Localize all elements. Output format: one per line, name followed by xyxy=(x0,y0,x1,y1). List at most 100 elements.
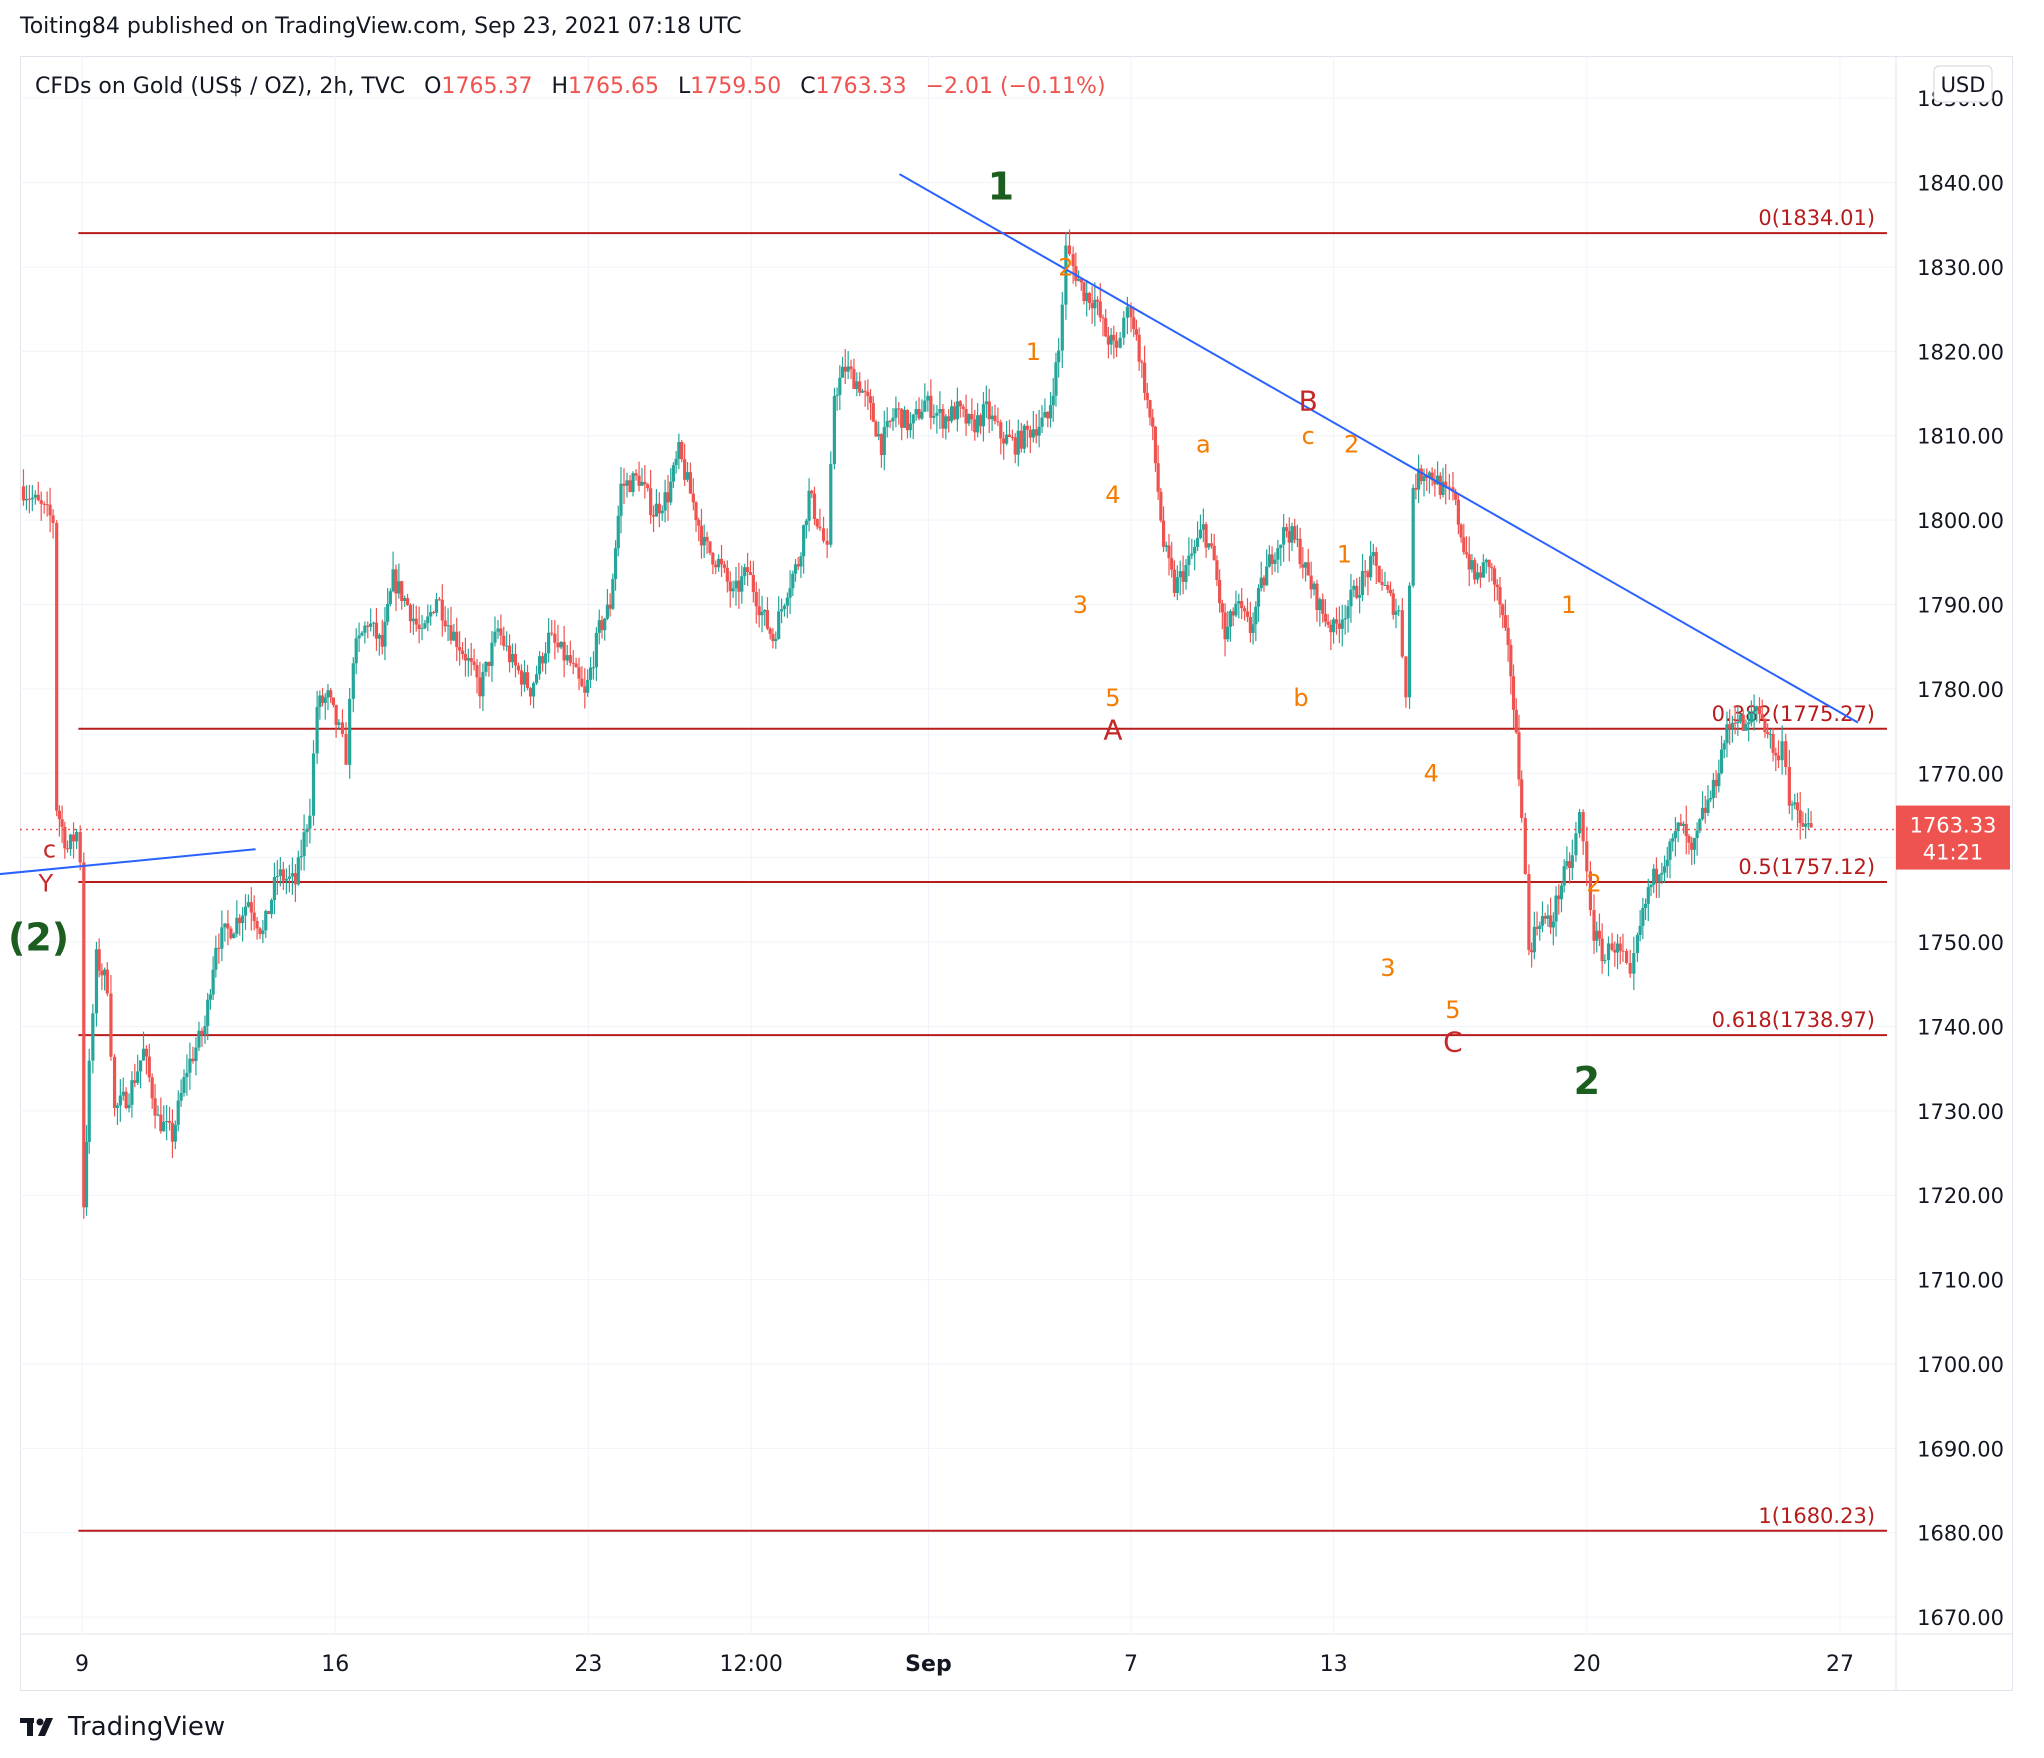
symbol-legend[interactable]: CFDs on Gold (US$ / OZ), 2h, TVC O1765.3… xyxy=(35,74,1106,99)
candle-body xyxy=(1201,524,1205,530)
wave-label[interactable]: a xyxy=(1196,431,1211,459)
candle-body xyxy=(1237,600,1241,604)
candle-body xyxy=(1484,559,1488,563)
wave-label[interactable]: Y xyxy=(37,869,53,897)
candle-body xyxy=(1167,545,1171,559)
candle-body xyxy=(821,528,826,541)
candle-body xyxy=(874,421,878,437)
candle-body xyxy=(812,493,817,520)
wave-label[interactable]: A xyxy=(1103,714,1122,747)
trendline[interactable] xyxy=(0,848,256,876)
candle-body xyxy=(55,522,59,811)
candle-body xyxy=(1034,429,1038,436)
candle-body xyxy=(397,581,401,594)
wave-label[interactable]: 1 xyxy=(1337,540,1352,568)
candle-body xyxy=(1588,871,1593,911)
wave-label[interactable]: 3 xyxy=(1380,954,1395,982)
wave-label[interactable]: (2) xyxy=(8,915,69,959)
candle-body xyxy=(1570,855,1574,868)
candle-body xyxy=(235,917,239,934)
wave-label[interactable]: B xyxy=(1299,384,1318,417)
candle-body xyxy=(631,473,635,492)
candle-body xyxy=(252,912,256,921)
candle-body xyxy=(1744,724,1748,731)
candle-body xyxy=(1318,599,1322,611)
wave-label[interactable]: 4 xyxy=(1105,481,1120,509)
tradingview-logo[interactable]: TradingView xyxy=(20,1712,225,1742)
candle-body xyxy=(281,869,285,881)
candle-body xyxy=(1371,552,1375,556)
candle-body xyxy=(691,493,695,503)
candle-body xyxy=(835,394,839,397)
candle-body xyxy=(109,993,113,1057)
wave-label[interactable]: 2 xyxy=(1344,431,1359,459)
candle-body xyxy=(807,490,811,521)
wave-label[interactable]: 3 xyxy=(1073,591,1088,619)
candle-body xyxy=(757,606,761,616)
candle-body xyxy=(437,599,441,601)
candle-body xyxy=(1577,812,1582,834)
candle-body xyxy=(519,670,524,685)
candle-body xyxy=(1511,676,1516,710)
candle-body xyxy=(1093,299,1097,309)
candle-body xyxy=(496,628,500,632)
trendline[interactable] xyxy=(899,173,1859,724)
currency-button[interactable]: USD xyxy=(1933,65,1993,103)
candle-body xyxy=(683,459,687,480)
candle-body xyxy=(952,406,957,420)
candle-body xyxy=(1503,615,1508,628)
candle-body xyxy=(308,815,312,829)
candle-body xyxy=(1043,411,1047,418)
candle-body xyxy=(1618,943,1622,951)
wave-label[interactable]: 2 xyxy=(1586,869,1601,897)
candle-body xyxy=(1164,545,1168,547)
candle-body xyxy=(832,396,836,465)
wave-label[interactable]: 4 xyxy=(1424,760,1439,788)
candle-body xyxy=(1098,301,1102,318)
candle-body xyxy=(1725,724,1729,744)
candle-body xyxy=(91,1013,95,1061)
wave-label[interactable]: C xyxy=(1443,1026,1463,1059)
candle-body xyxy=(1538,925,1542,929)
price-tick-label: 1840.00 xyxy=(1917,172,2004,196)
candle-body xyxy=(1687,836,1691,843)
candle-body xyxy=(799,556,803,567)
candle-body xyxy=(990,415,994,420)
candle-body xyxy=(1303,562,1308,568)
wave-label[interactable]: b xyxy=(1293,684,1308,712)
chart-frame[interactable] xyxy=(20,56,2013,1691)
candle-body xyxy=(267,910,271,915)
candle-body xyxy=(208,994,213,1000)
wave-label[interactable]: 2 xyxy=(1574,1059,1600,1103)
candle-body xyxy=(1159,491,1163,521)
candle-body xyxy=(577,667,581,679)
candle-body xyxy=(571,662,575,664)
candle-body xyxy=(1178,571,1182,578)
candle-body xyxy=(1700,807,1705,820)
wave-label[interactable]: 5 xyxy=(1105,684,1120,712)
candle-body xyxy=(1028,429,1032,438)
candle-body xyxy=(1603,960,1607,962)
wave-label[interactable]: 1 xyxy=(1561,591,1576,619)
candle-body xyxy=(371,622,376,624)
wave-label[interactable]: c xyxy=(1302,422,1315,450)
candle-body xyxy=(1774,752,1778,756)
candle-body xyxy=(103,969,107,976)
wave-label[interactable]: 2 xyxy=(1058,253,1073,281)
candle-body xyxy=(179,1092,183,1101)
candle-body xyxy=(162,1121,166,1132)
candle-body xyxy=(1475,572,1480,580)
wave-label[interactable]: c xyxy=(43,836,56,864)
candle-body xyxy=(1722,743,1726,750)
wave-label[interactable]: 5 xyxy=(1445,996,1460,1024)
candle-body xyxy=(1212,545,1216,561)
candle-body xyxy=(1022,425,1026,449)
candle-body xyxy=(1273,559,1277,564)
candle-body xyxy=(478,677,482,697)
candle-body xyxy=(1220,603,1224,613)
wave-label[interactable]: 1 xyxy=(1026,338,1041,366)
candle-body xyxy=(663,492,667,511)
candle-body xyxy=(1728,724,1732,729)
wave-label[interactable]: 1 xyxy=(988,164,1014,208)
